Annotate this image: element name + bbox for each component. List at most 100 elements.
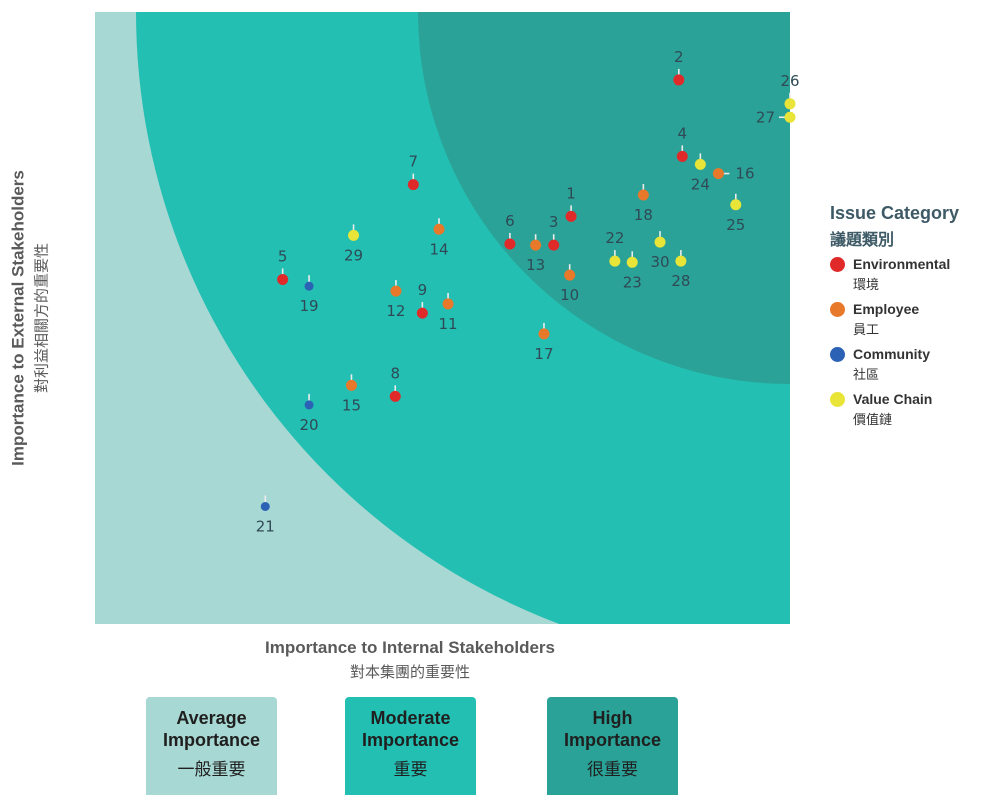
- point-label: 8: [390, 364, 400, 382]
- point-label: 14: [429, 240, 448, 258]
- point-label: 16: [735, 165, 754, 183]
- data-point-11: 11: [439, 292, 458, 333]
- point-label: 4: [678, 124, 688, 142]
- point-label: 21: [256, 517, 275, 535]
- zone-key-moderate: Moderate Importance 重要: [345, 697, 476, 795]
- point-label: 7: [409, 153, 419, 171]
- point-label: 1: [566, 184, 576, 202]
- point-marker: [390, 285, 402, 297]
- point-marker: [304, 281, 314, 291]
- point-marker: [433, 223, 445, 235]
- point-label: 20: [300, 416, 319, 434]
- data-point-10: 10: [560, 264, 579, 304]
- point-marker: [345, 379, 357, 391]
- legend-dot-icon: [830, 391, 845, 407]
- point-marker: [565, 210, 577, 222]
- point-label: 22: [605, 229, 624, 247]
- data-point-19: 19: [300, 275, 319, 315]
- point-label: 19: [300, 297, 319, 315]
- point-marker: [676, 150, 688, 162]
- point-label: 17: [534, 345, 553, 363]
- legend-label: Value Chain: [853, 391, 933, 407]
- point-marker: [304, 400, 314, 410]
- legend-label-zh: 社區: [853, 368, 880, 383]
- legend-title: Issue Category: [830, 203, 960, 223]
- point-label: 15: [342, 396, 361, 414]
- data-point-21: 21: [256, 495, 275, 535]
- point-marker: [389, 390, 401, 402]
- point-label: 29: [344, 246, 363, 264]
- data-point-7: 7: [407, 153, 419, 191]
- data-point-29: 29: [344, 224, 363, 264]
- point-marker: [260, 501, 270, 511]
- data-point-25: 25: [726, 193, 745, 234]
- y-axis-label: Importance to External Stakeholders 對利益相…: [9, 170, 52, 466]
- data-point-28: 28: [671, 250, 690, 290]
- point-label: 9: [418, 281, 428, 299]
- point-label: 6: [505, 212, 515, 230]
- legend-item-employee: Employee 員工: [830, 301, 959, 338]
- point-label: 27: [756, 108, 775, 126]
- point-marker: [548, 239, 560, 251]
- point-label: 30: [650, 253, 669, 271]
- point-marker: [538, 328, 550, 340]
- data-point-16: 16: [712, 165, 755, 183]
- point-marker: [675, 255, 687, 267]
- legend-item-community: Community 社區: [830, 346, 959, 383]
- legend-label: Community: [853, 346, 930, 362]
- data-point-9: 9: [416, 281, 428, 319]
- point-marker: [637, 189, 649, 201]
- legend-label-zh: 環境: [853, 278, 880, 293]
- zone-key-high: High Importance 很重要: [547, 697, 678, 795]
- data-point-23: 23: [623, 251, 642, 291]
- zone-key-average-label-zh: 一般重要: [177, 760, 246, 780]
- point-label: 5: [278, 247, 288, 265]
- point-marker: [673, 74, 685, 86]
- x-axis-label-zh: 對本集團的重要性: [349, 663, 471, 681]
- legend-dot-icon: [830, 301, 845, 317]
- point-marker: [694, 158, 706, 170]
- data-point-30: 30: [650, 231, 670, 271]
- point-marker: [277, 273, 289, 285]
- point-marker: [407, 179, 419, 191]
- point-label: 18: [634, 206, 653, 224]
- legend-label: Environmental: [853, 256, 951, 272]
- legend-item-value-chain: Value Chain 價值鏈: [830, 391, 959, 428]
- point-label: 11: [439, 315, 458, 333]
- point-marker: [442, 298, 454, 310]
- point-label: 25: [726, 216, 745, 234]
- zone-key-moderate-label-zh: 重要: [393, 760, 428, 780]
- point-label: 2: [674, 48, 684, 66]
- data-point-22: 22: [605, 229, 624, 267]
- legend-item-environmental: Environmental 環境: [830, 256, 959, 293]
- legend-dot-icon: [830, 346, 845, 362]
- data-point-2: 2: [673, 48, 685, 86]
- zone-key-average: Average Importance 一般重要: [146, 697, 277, 795]
- zone-key-average-label: Average Importance: [162, 708, 261, 750]
- point-label: 3: [549, 213, 559, 231]
- point-label: 28: [671, 272, 690, 290]
- legend: Issue Category 議題類別 Environmental 環境 Emp…: [830, 203, 959, 436]
- legend-dot-icon: [830, 256, 845, 272]
- x-axis-label: Importance to Internal Stakeholders 對本集團…: [265, 638, 555, 682]
- zone-high: [418, 12, 790, 384]
- y-axis-label-zh: 對利益相關方的重要性: [32, 242, 51, 394]
- point-label: 13: [526, 256, 545, 274]
- point-marker: [530, 239, 542, 251]
- data-point-12: 12: [386, 280, 405, 320]
- point-marker: [784, 98, 796, 110]
- point-marker: [730, 199, 742, 211]
- point-label: 26: [780, 72, 799, 90]
- point-marker: [348, 229, 360, 241]
- legend-label: Employee: [853, 301, 920, 317]
- data-point-14: 14: [429, 218, 449, 258]
- data-point-24: 24: [691, 153, 710, 193]
- data-point-1: 1: [565, 184, 577, 222]
- data-point-6: 6: [504, 212, 516, 250]
- data-point-8: 8: [389, 364, 401, 402]
- x-axis-label-en: Importance to Internal Stakeholders: [264, 638, 556, 657]
- data-point-13: 13: [526, 234, 545, 274]
- point-label: 24: [691, 175, 710, 193]
